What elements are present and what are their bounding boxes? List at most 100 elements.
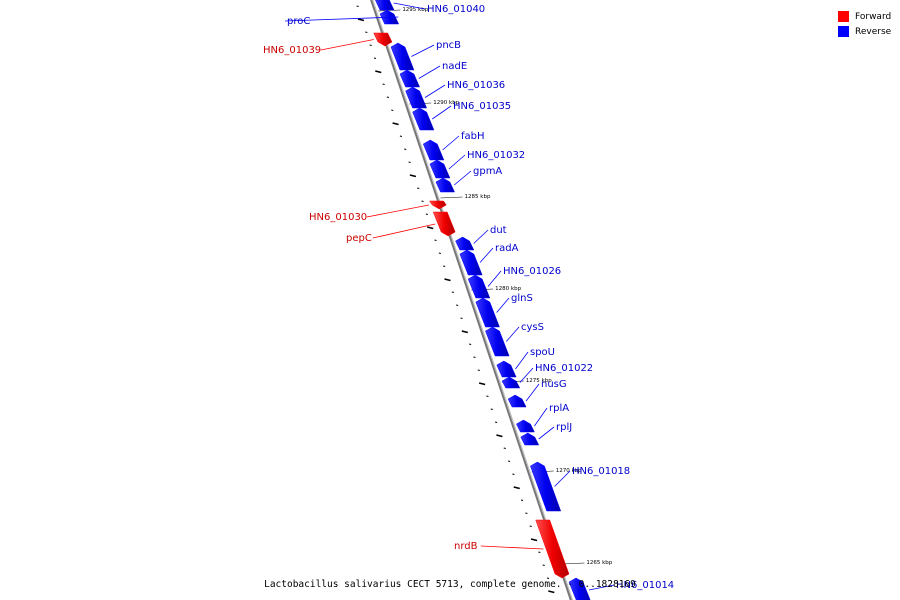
gene-arrow bbox=[405, 86, 427, 109]
gene-spou bbox=[496, 360, 517, 378]
gene-label: pepC bbox=[346, 233, 372, 244]
gene-hn6-01018 bbox=[530, 461, 562, 512]
tick-mark bbox=[392, 122, 399, 126]
gene-label: HN6_01030 bbox=[309, 212, 367, 223]
gene-label: rplJ bbox=[556, 422, 572, 433]
gene-arrow bbox=[412, 107, 435, 131]
tick-mark bbox=[404, 148, 407, 150]
label-leader bbox=[448, 154, 466, 170]
gene-arrow bbox=[375, 0, 395, 11]
legend-item-forward: Forward bbox=[838, 9, 898, 24]
gene-arrow bbox=[535, 519, 570, 579]
gene-fabh bbox=[422, 139, 445, 161]
gene-label: HN6_01014 bbox=[616, 580, 674, 591]
tick-mark bbox=[409, 174, 417, 178]
tick-mark bbox=[451, 291, 454, 293]
gene-label: spoU bbox=[530, 347, 555, 358]
tick-mark bbox=[469, 343, 472, 345]
legend-label-forward: Forward bbox=[855, 11, 892, 22]
forward-swatch bbox=[838, 11, 849, 22]
gene-label: glnS bbox=[511, 293, 533, 304]
tick-mark bbox=[546, 577, 550, 579]
kbp-label: 1265 kbp bbox=[586, 560, 612, 566]
kbp-label: 1290 kbp bbox=[433, 100, 459, 106]
gene-arrow bbox=[429, 200, 447, 210]
gene-arrow bbox=[485, 326, 510, 357]
gene-label: pncB bbox=[436, 40, 461, 51]
kbp-tick bbox=[378, 9, 401, 12]
tick-mark bbox=[460, 317, 463, 319]
gene-arrow bbox=[432, 211, 456, 237]
label-leader bbox=[453, 170, 472, 186]
gene-cyss bbox=[485, 326, 510, 357]
kbp-tick bbox=[562, 562, 585, 565]
kbp-label: 1295 kbp bbox=[402, 7, 428, 13]
label-leader bbox=[372, 223, 436, 239]
gene-nade bbox=[399, 69, 420, 88]
gene-hn6-01014 bbox=[568, 577, 591, 600]
tick-mark bbox=[425, 213, 429, 215]
label-leader bbox=[366, 204, 429, 218]
gene-label: fabH bbox=[461, 131, 485, 142]
tick-mark bbox=[548, 590, 555, 594]
gene-dut bbox=[455, 236, 475, 251]
tick-mark bbox=[443, 265, 446, 267]
gene-hn6-01032 bbox=[429, 159, 451, 179]
tick-mark bbox=[427, 226, 434, 230]
gene-arrow bbox=[435, 177, 455, 193]
tick-mark bbox=[513, 486, 520, 490]
gene-label: proC bbox=[287, 16, 310, 27]
label-leader bbox=[411, 44, 435, 57]
tick-mark bbox=[473, 356, 476, 358]
gene-hn6-01026 bbox=[467, 274, 491, 299]
gene-arrow bbox=[373, 32, 393, 47]
gene-label: HN6_01039 bbox=[263, 45, 321, 56]
gene-arrow bbox=[507, 394, 527, 408]
tick-mark bbox=[486, 395, 489, 397]
gene-pepc bbox=[432, 211, 456, 237]
genome-backbone bbox=[370, 0, 573, 600]
tick-mark bbox=[461, 330, 468, 334]
kbp-label: 1280 kbp bbox=[495, 286, 521, 292]
tick-mark bbox=[477, 369, 480, 371]
gene-hn6-01035 bbox=[412, 107, 435, 131]
tick-mark bbox=[507, 460, 511, 462]
gene-rplj bbox=[520, 432, 540, 446]
gene-label: HN6_01040 bbox=[427, 4, 485, 15]
label-leader bbox=[588, 584, 615, 591]
tick-mark bbox=[478, 382, 486, 386]
genome-caption: Lactobacillus salivarius CECT 5713, comp… bbox=[264, 579, 636, 590]
tick-mark bbox=[417, 187, 420, 189]
tick-mark bbox=[496, 434, 503, 438]
gene-arrow bbox=[467, 274, 491, 299]
tick-mark bbox=[542, 564, 545, 566]
gene-hn6-01039 bbox=[373, 32, 393, 47]
label-leader bbox=[473, 229, 489, 244]
tick-mark bbox=[529, 525, 532, 527]
label-leader bbox=[284, 16, 399, 22]
gene-label: nadE bbox=[442, 61, 467, 72]
tick-mark bbox=[399, 135, 403, 137]
gene-hn6-01040 bbox=[375, 0, 395, 11]
reverse-swatch bbox=[838, 26, 849, 37]
kbp-label: 1275 kbp bbox=[526, 378, 552, 384]
label-leader bbox=[519, 367, 534, 383]
legend: Forward Reverse bbox=[838, 9, 898, 39]
tick-mark bbox=[386, 96, 390, 98]
tick-mark bbox=[490, 408, 493, 410]
gene-arrow bbox=[455, 236, 475, 251]
label-leader bbox=[515, 351, 529, 370]
gene-label: HN6_01036 bbox=[447, 80, 505, 91]
tick-mark bbox=[382, 83, 385, 85]
tick-mark bbox=[520, 499, 524, 501]
gene-label: HN6_01032 bbox=[467, 150, 525, 161]
gene-label: cysS bbox=[521, 322, 544, 333]
tick-mark bbox=[512, 473, 515, 475]
tick-mark bbox=[525, 512, 528, 514]
label-leader bbox=[525, 383, 540, 402]
tick-mark bbox=[444, 278, 451, 282]
gene-arrow bbox=[530, 461, 562, 512]
tick-mark bbox=[369, 44, 372, 46]
gene-arrow bbox=[496, 360, 517, 378]
